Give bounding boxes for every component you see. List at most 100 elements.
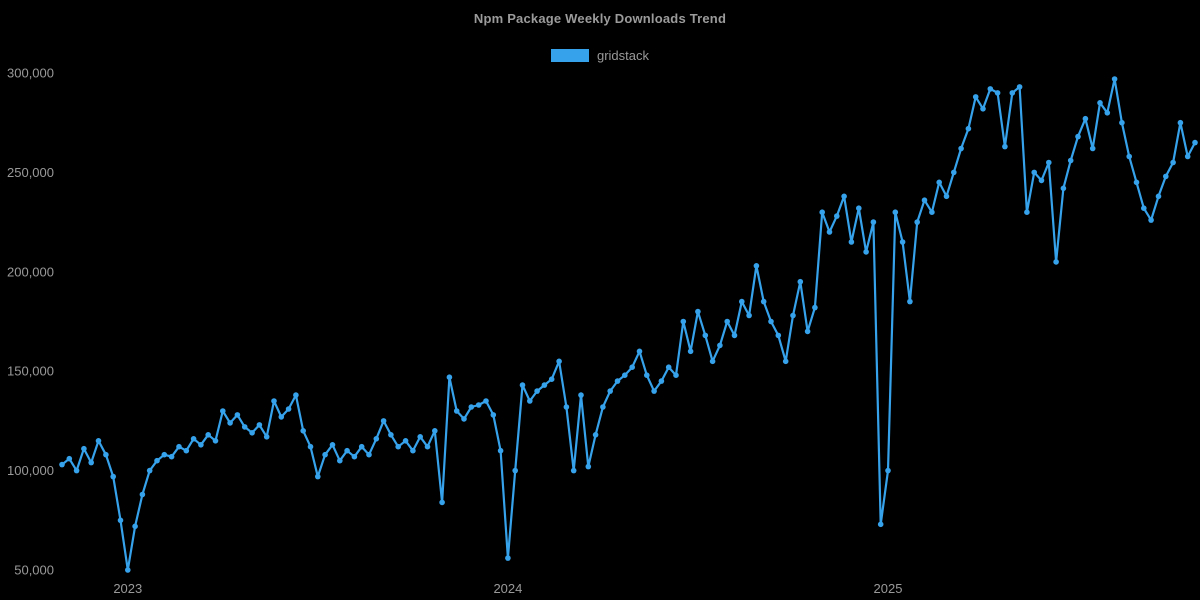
data-point[interactable] bbox=[753, 263, 760, 269]
data-point[interactable] bbox=[117, 517, 124, 524]
data-point[interactable] bbox=[344, 447, 350, 454]
data-point[interactable] bbox=[1148, 217, 1154, 223]
data-point[interactable] bbox=[1141, 205, 1147, 211]
data-point[interactable] bbox=[271, 398, 277, 404]
data-point[interactable] bbox=[439, 499, 445, 506]
data-point[interactable] bbox=[1104, 110, 1111, 116]
data-point[interactable] bbox=[658, 378, 665, 384]
data-point[interactable] bbox=[176, 443, 182, 450]
data-point[interactable] bbox=[826, 229, 833, 235]
data-point[interactable] bbox=[505, 555, 511, 561]
data-point[interactable] bbox=[592, 432, 599, 438]
data-point[interactable] bbox=[1163, 173, 1169, 180]
data-point[interactable] bbox=[373, 436, 380, 442]
data-point[interactable] bbox=[154, 457, 160, 464]
data-point[interactable] bbox=[702, 332, 709, 339]
data-point[interactable] bbox=[410, 447, 416, 454]
data-point[interactable] bbox=[358, 443, 365, 450]
data-point[interactable] bbox=[395, 443, 402, 450]
data-point[interactable] bbox=[183, 447, 190, 454]
data-point[interactable] bbox=[322, 451, 328, 458]
data-point[interactable] bbox=[907, 298, 913, 305]
data-point[interactable] bbox=[673, 372, 679, 379]
data-point[interactable] bbox=[1126, 153, 1132, 160]
data-point[interactable] bbox=[198, 442, 204, 448]
data-point[interactable] bbox=[1119, 119, 1125, 126]
data-point[interactable] bbox=[987, 86, 994, 92]
data-point[interactable] bbox=[293, 392, 299, 398]
data-point[interactable] bbox=[965, 125, 972, 132]
data-point[interactable] bbox=[856, 205, 862, 211]
data-point[interactable] bbox=[1170, 159, 1176, 166]
data-point[interactable] bbox=[59, 461, 65, 468]
data-point[interactable] bbox=[870, 219, 877, 225]
data-point[interactable] bbox=[190, 436, 197, 442]
data-point[interactable] bbox=[424, 443, 431, 450]
data-point[interactable] bbox=[146, 467, 153, 474]
data-point[interactable] bbox=[600, 404, 606, 410]
data-point[interactable] bbox=[73, 467, 80, 474]
data-point[interactable] bbox=[380, 418, 387, 424]
data-point[interactable] bbox=[337, 457, 343, 464]
data-point[interactable] bbox=[1053, 259, 1059, 265]
data-point[interactable] bbox=[446, 374, 453, 381]
data-point[interactable] bbox=[607, 388, 613, 394]
data-point[interactable] bbox=[453, 408, 460, 414]
data-point[interactable] bbox=[585, 463, 592, 470]
data-point[interactable] bbox=[644, 372, 650, 379]
data-point[interactable] bbox=[746, 312, 752, 319]
data-point[interactable] bbox=[95, 438, 102, 444]
data-point[interactable] bbox=[651, 388, 657, 394]
data-point[interactable] bbox=[782, 358, 789, 365]
data-point[interactable] bbox=[81, 445, 87, 452]
data-point[interactable] bbox=[717, 342, 723, 349]
data-point[interactable] bbox=[680, 318, 687, 325]
data-point[interactable] bbox=[285, 406, 292, 412]
data-point[interactable] bbox=[622, 372, 628, 379]
data-point[interactable] bbox=[1155, 193, 1162, 200]
data-point[interactable] bbox=[1067, 157, 1074, 164]
data-point[interactable] bbox=[227, 420, 233, 426]
data-point[interactable] bbox=[1016, 84, 1023, 90]
data-point[interactable] bbox=[205, 432, 211, 438]
data-point[interactable] bbox=[461, 416, 467, 422]
data-point[interactable] bbox=[665, 364, 672, 371]
data-point[interactable] bbox=[994, 90, 1001, 96]
data-point[interactable] bbox=[1133, 179, 1140, 186]
data-point[interactable] bbox=[760, 298, 767, 305]
data-point[interactable] bbox=[812, 304, 818, 311]
data-point[interactable] bbox=[892, 209, 899, 215]
data-point[interactable] bbox=[629, 364, 635, 371]
data-point[interactable] bbox=[768, 318, 774, 325]
data-point[interactable] bbox=[819, 209, 825, 215]
data-point[interactable] bbox=[1097, 100, 1103, 106]
data-point[interactable] bbox=[329, 442, 336, 448]
data-point[interactable] bbox=[249, 430, 255, 436]
data-point[interactable] bbox=[483, 398, 489, 404]
data-point[interactable] bbox=[103, 451, 109, 458]
data-point[interactable] bbox=[432, 428, 438, 434]
data-point[interactable] bbox=[614, 378, 621, 384]
data-point[interactable] bbox=[475, 402, 482, 408]
data-point[interactable] bbox=[724, 318, 730, 325]
data-point[interactable] bbox=[132, 523, 138, 530]
data-point[interactable] bbox=[556, 358, 562, 365]
data-point[interactable] bbox=[139, 491, 146, 498]
data-point[interactable] bbox=[797, 278, 804, 285]
data-point[interactable] bbox=[739, 298, 745, 305]
data-point[interactable] bbox=[212, 438, 219, 444]
data-point[interactable] bbox=[841, 193, 847, 200]
data-point[interactable] bbox=[1075, 133, 1081, 140]
data-point[interactable] bbox=[1177, 119, 1184, 126]
data-point[interactable] bbox=[66, 455, 73, 462]
data-point[interactable] bbox=[709, 358, 716, 365]
data-point[interactable] bbox=[1038, 177, 1045, 184]
data-point[interactable] bbox=[161, 451, 168, 458]
data-point[interactable] bbox=[241, 424, 248, 430]
data-point[interactable] bbox=[468, 404, 475, 410]
data-point[interactable] bbox=[929, 209, 935, 215]
data-point[interactable] bbox=[168, 453, 175, 460]
data-point[interactable] bbox=[125, 567, 131, 573]
data-point[interactable] bbox=[88, 459, 94, 466]
data-point[interactable] bbox=[263, 434, 270, 440]
